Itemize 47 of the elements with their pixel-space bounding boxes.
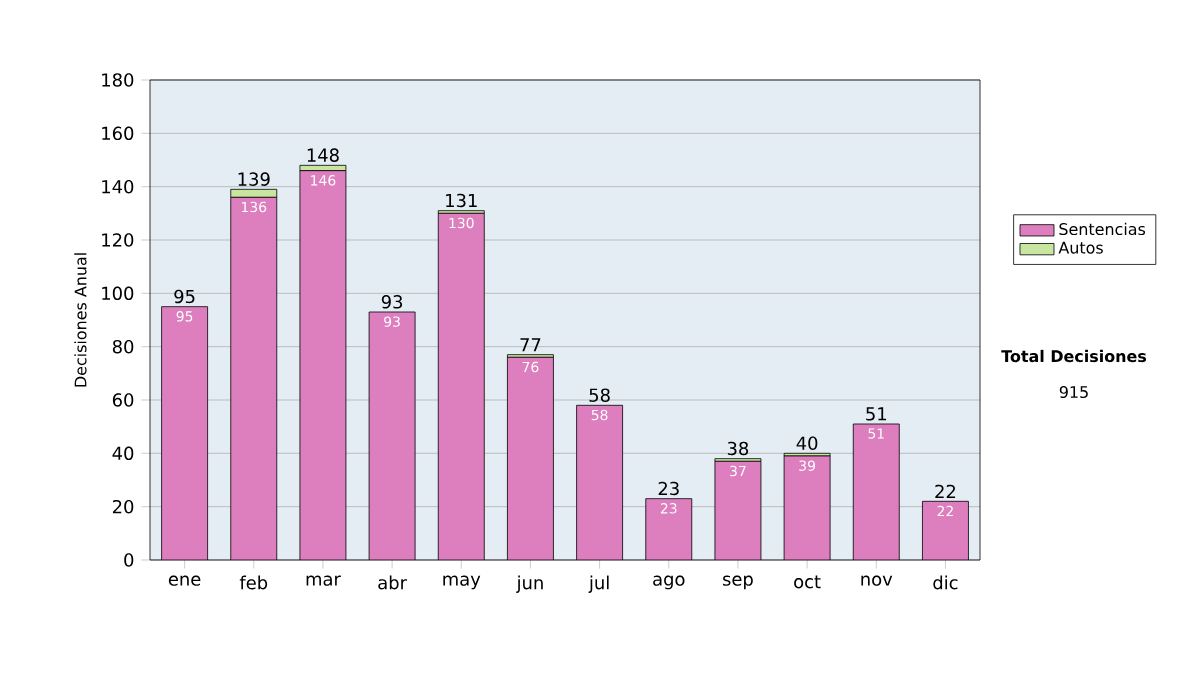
total-label: 131 xyxy=(446,193,477,208)
y-tick-label: 40 xyxy=(112,446,134,461)
bar xyxy=(784,456,831,560)
y-tick-label: 140 xyxy=(102,179,134,194)
y-tick-label: 100 xyxy=(102,286,134,301)
y-tick-label: 180 xyxy=(102,73,134,87)
total-label: 95 xyxy=(174,289,195,304)
x-tick-label: jun xyxy=(516,575,543,593)
y-tick-label: 120 xyxy=(102,233,134,247)
bar xyxy=(645,498,692,560)
y-tick-label: 160 xyxy=(102,126,134,141)
x-tick-label: jul xyxy=(588,575,609,593)
x-tick-label: sep xyxy=(723,575,753,590)
x-tick-label: oct xyxy=(794,575,821,589)
total-label: 22 xyxy=(935,484,956,498)
bar xyxy=(438,213,485,560)
y-tick-label: 0 xyxy=(124,553,134,567)
total-label: 77 xyxy=(520,338,541,352)
y-tick-label: 80 xyxy=(112,339,134,354)
bar xyxy=(576,405,623,560)
x-tick-label: nov xyxy=(861,575,893,586)
x-tick-label: dic xyxy=(933,575,958,590)
x-tick-label: may xyxy=(443,575,481,590)
bar xyxy=(369,311,416,560)
bar xyxy=(161,306,208,560)
total-label: 38 xyxy=(727,441,749,456)
total-label: 148 xyxy=(307,148,339,162)
bar xyxy=(299,170,346,560)
total-label: 93 xyxy=(381,295,403,309)
bar xyxy=(853,424,900,560)
y-tick-label: 20 xyxy=(112,499,134,514)
bar xyxy=(507,357,554,560)
total-label: 40 xyxy=(796,436,818,450)
x-tick-label: feb xyxy=(239,575,268,590)
total-label: 139 xyxy=(238,172,270,186)
x-tick-label: ene xyxy=(168,575,201,586)
total-label: 58 xyxy=(589,388,610,402)
x-tick-label: ago xyxy=(653,575,685,590)
x-tick-label: mar xyxy=(306,575,341,586)
total-label: 23 xyxy=(658,481,679,496)
total-label: 51 xyxy=(866,407,887,421)
bar xyxy=(714,461,761,560)
bar xyxy=(922,500,969,560)
x-tick-label: abr xyxy=(378,575,407,590)
bar xyxy=(230,188,278,198)
bar xyxy=(230,197,277,560)
y-tick-label: 60 xyxy=(112,393,134,407)
